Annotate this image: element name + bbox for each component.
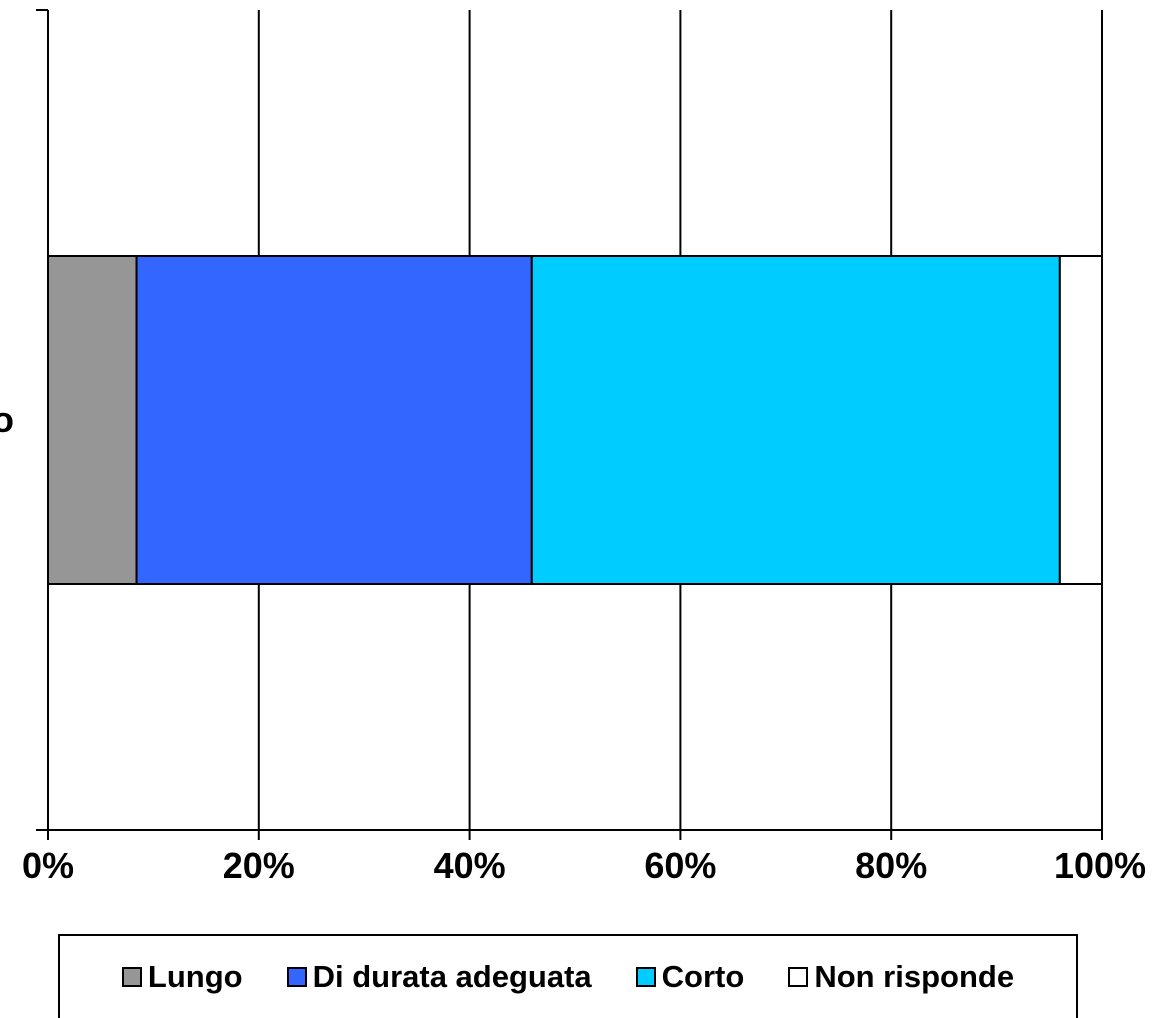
bar-segment-lungo (47, 255, 138, 585)
legend-label: Lungo (147, 959, 243, 994)
bar-segment-di-durata-adeguata (135, 255, 533, 585)
x-tick-label: 80% (855, 845, 927, 886)
legend-label: Di durata adeguata (312, 959, 592, 994)
x-tick-label: 100% (1054, 845, 1146, 886)
legend-swatch (121, 967, 142, 987)
legend-item: Di durata adeguata (286, 959, 592, 995)
legend-item: Lungo (121, 959, 243, 995)
x-tick-label: 60% (644, 845, 716, 886)
legend-swatch (788, 967, 809, 987)
x-tick-label: 20% (223, 845, 295, 886)
category-label: o (0, 399, 14, 440)
legend-item: Corto (635, 959, 745, 995)
x-tick-label: 40% (434, 845, 506, 886)
x-tick-label: 0% (22, 845, 74, 886)
stacked-bar-chart: o 0% 20% 40% 60% 80% 100% (0, 9, 1146, 886)
legend-label: Non risponde (814, 959, 1015, 994)
legend-swatch (635, 967, 656, 987)
bar-segment-non-risponde (1058, 255, 1103, 585)
legend: Lungo Di durata adeguata Corto Non risponde (58, 934, 1078, 1018)
legend-swatch (286, 967, 307, 987)
bar-segment-corto (530, 255, 1061, 585)
legend-label: Corto (661, 959, 745, 994)
legend-item: Non risponde (788, 959, 1014, 995)
